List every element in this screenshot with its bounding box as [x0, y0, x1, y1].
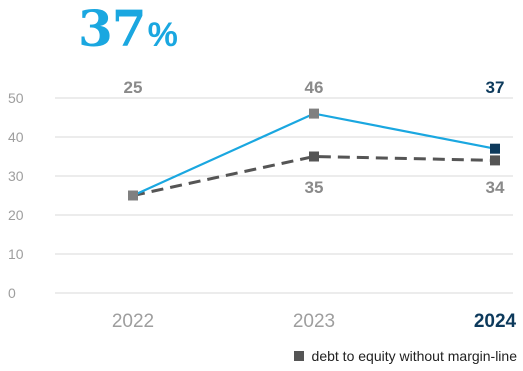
- headline-unit: %: [147, 16, 178, 54]
- data-point: [490, 155, 500, 166]
- data-point: [128, 190, 138, 201]
- legend-swatch: [293, 351, 304, 361]
- legend: debt to equity without margin-line: [293, 348, 517, 364]
- data-label: 34: [486, 178, 505, 197]
- y-tick-label: 20: [8, 207, 24, 223]
- headline-value: 37%: [78, 4, 178, 54]
- line-chart: 0 10 20 30 40 50 2022 2023 2024 25 46 37 35 34: [8, 78, 517, 332]
- data-point: [309, 108, 319, 119]
- data-label: 37: [486, 78, 505, 97]
- y-tick-label: 0: [8, 285, 16, 301]
- legend-label: debt to equity without margin-line: [311, 348, 517, 364]
- y-tick-label: 50: [8, 90, 24, 106]
- x-tick-label: 2022: [112, 311, 154, 332]
- headline-number: 37: [78, 0, 147, 58]
- x-tick-label: 2024: [474, 311, 517, 332]
- data-point: [490, 143, 500, 154]
- y-tick-label: 30: [8, 168, 24, 184]
- y-tick-label: 10: [8, 246, 24, 262]
- x-tick-label: 2023: [293, 311, 335, 332]
- y-tick-label: 40: [8, 129, 24, 145]
- data-point: [309, 151, 319, 162]
- data-label: 25: [124, 78, 143, 97]
- data-label: 46: [305, 78, 324, 97]
- series-line-1: [132, 154, 496, 197]
- data-label: 35: [305, 178, 324, 197]
